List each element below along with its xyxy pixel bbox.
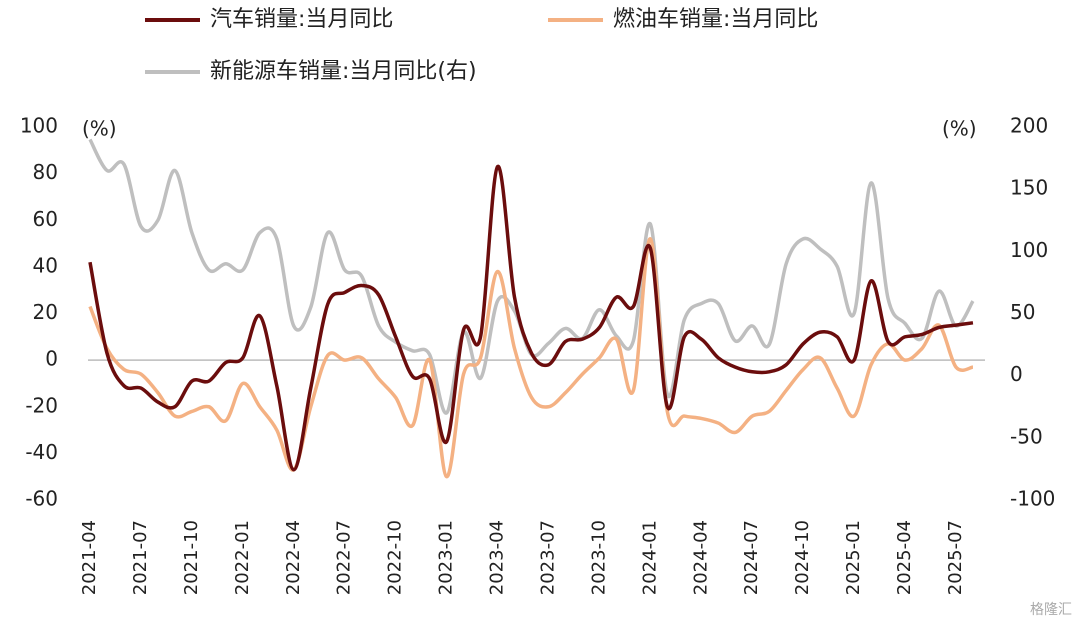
y-tick-label: 40 bbox=[33, 253, 58, 277]
x-tick-label: 2025-04 bbox=[894, 520, 915, 595]
x-tick-label: 2024-10 bbox=[792, 520, 813, 595]
x-tick-label: 2022-04 bbox=[283, 520, 304, 595]
y2-tick-label: 100 bbox=[1010, 238, 1048, 262]
y-tick-label: 80 bbox=[33, 160, 58, 184]
y2-tick-label: 150 bbox=[1010, 176, 1048, 200]
y-tick-label: -60 bbox=[25, 487, 58, 511]
x-tick-label: 2022-01 bbox=[232, 520, 253, 595]
legend-label: 汽车销量:当月同比 bbox=[210, 7, 393, 32]
x-tick-label: 2021-04 bbox=[79, 520, 100, 595]
y-tick-label: 100 bbox=[20, 114, 58, 138]
x-tick-label: 2024-07 bbox=[741, 520, 762, 595]
y2-tick-label: 50 bbox=[1010, 300, 1035, 324]
y-tick-label: 0 bbox=[45, 347, 58, 371]
x-tick-label: 2023-01 bbox=[436, 520, 457, 595]
y-tick-label: 60 bbox=[33, 207, 58, 231]
y2-axis-unit: (%) bbox=[942, 117, 977, 141]
series-line bbox=[88, 237, 974, 479]
x-tick-label: 2024-04 bbox=[690, 520, 711, 595]
series-line bbox=[88, 138, 975, 415]
x-tick-label: 2025-01 bbox=[843, 520, 864, 595]
legend-label: 新能源车销量:当月同比(右) bbox=[210, 59, 477, 84]
y-tick-label: -20 bbox=[25, 393, 58, 417]
x-tick-label: 2023-04 bbox=[487, 520, 508, 595]
x-tick-label: 2024-01 bbox=[639, 520, 660, 595]
y-tick-label: 20 bbox=[33, 300, 58, 324]
y2-tick-label: -50 bbox=[1010, 424, 1043, 448]
series-line bbox=[88, 164, 974, 472]
y2-tick-label: -100 bbox=[1010, 487, 1055, 511]
legend-label: 燃油车销量:当月同比 bbox=[613, 7, 818, 32]
x-tick-label: 2021-07 bbox=[130, 520, 151, 595]
y-axis-unit: (%) bbox=[82, 117, 117, 141]
x-tick-label: 2021-10 bbox=[181, 520, 202, 595]
y-tick-label: -40 bbox=[25, 440, 58, 464]
x-tick-label: 2025-07 bbox=[945, 520, 966, 595]
y2-tick-label: 0 bbox=[1010, 362, 1023, 386]
y2-tick-label: 200 bbox=[1010, 114, 1048, 138]
x-tick-label: 2023-07 bbox=[537, 520, 558, 595]
x-tick-label: 2022-07 bbox=[334, 520, 355, 595]
x-tick-label: 2022-10 bbox=[385, 520, 406, 595]
x-tick-label: 2023-10 bbox=[588, 520, 609, 595]
watermark: 格隆汇 bbox=[1030, 602, 1072, 618]
